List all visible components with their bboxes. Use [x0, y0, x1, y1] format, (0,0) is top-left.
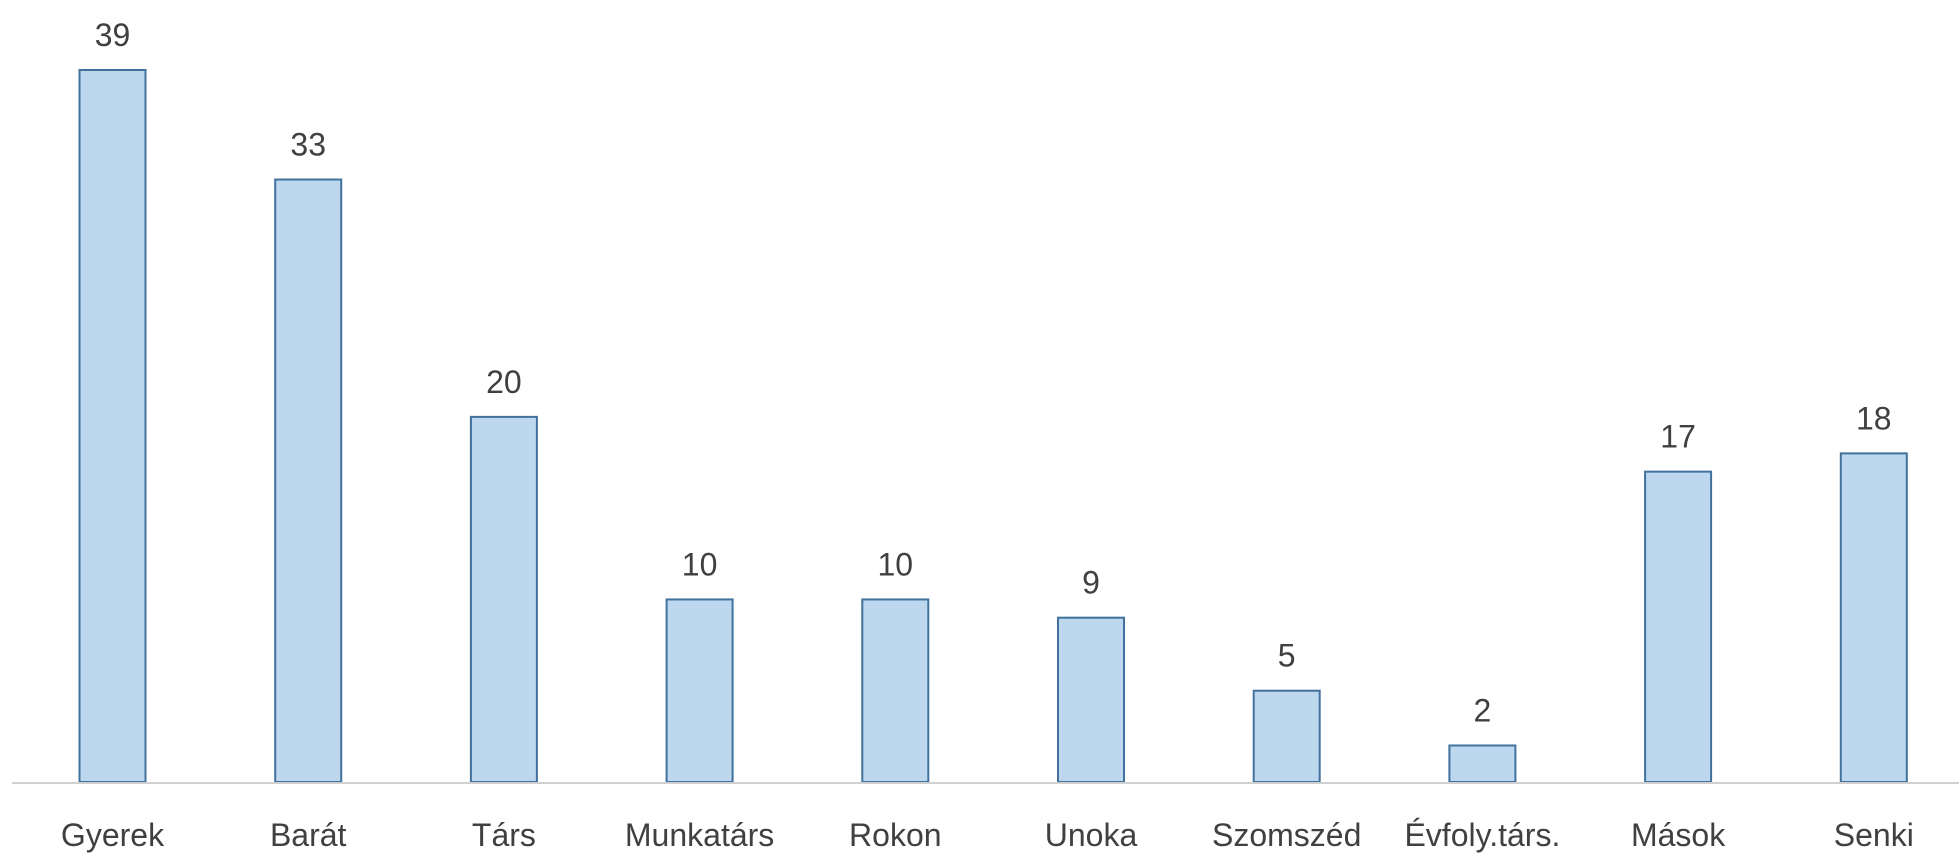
data-label: 39: [95, 17, 131, 53]
bar: [1057, 616, 1125, 784]
data-label: 17: [1660, 419, 1696, 455]
bar: [469, 415, 538, 783]
x-tick-label: Évfoly.társ.: [1404, 817, 1560, 853]
data-label: 5: [1278, 638, 1296, 674]
x-tick-label: Szomszéd: [1212, 817, 1361, 853]
bar: [1448, 744, 1517, 784]
x-tick-label: Gyerek: [61, 817, 165, 853]
x-tick-label: Senki: [1834, 817, 1914, 853]
data-label: 33: [290, 127, 326, 163]
bar: [665, 598, 734, 784]
bar: [1644, 470, 1713, 783]
data-label: 18: [1856, 400, 1892, 436]
bar: [274, 178, 343, 784]
data-label: 9: [1082, 565, 1100, 601]
x-tick-label: Barát: [270, 817, 347, 853]
x-tick-label: Mások: [1631, 817, 1726, 853]
bar: [78, 69, 147, 783]
x-tick-label: Társ: [472, 817, 536, 853]
bar: [1839, 452, 1908, 783]
bar: [1252, 689, 1321, 784]
x-tick-label: Munkatárs: [625, 817, 774, 853]
bar: [861, 598, 930, 784]
data-label: 2: [1474, 692, 1492, 728]
x-tick-label: Unoka: [1045, 817, 1138, 853]
data-label: 10: [682, 546, 718, 582]
x-tick-label: Rokon: [849, 817, 942, 853]
data-label: 10: [878, 546, 914, 582]
data-label: 20: [486, 364, 522, 400]
